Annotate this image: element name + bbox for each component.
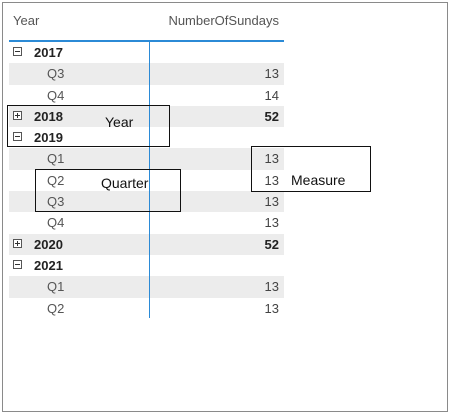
quarter-label: Q2 bbox=[47, 300, 65, 316]
collapse-minus-icon[interactable] bbox=[13, 47, 22, 56]
year-annotation-label: Year bbox=[105, 114, 134, 130]
quarter-label: Q4 bbox=[47, 215, 65, 231]
quarter-annotation-box: Quarter bbox=[35, 169, 181, 212]
year-row[interactable]: 2021 bbox=[9, 255, 284, 276]
matrix-visual: Year NumberOfSundays 2017 Q3 13 Q4 14 2018 52 2… bbox=[9, 8, 284, 319]
measure-annotation-label: Measure bbox=[291, 172, 346, 188]
number-of-sundays-value: 52 bbox=[264, 236, 279, 252]
collapse-minus-icon[interactable] bbox=[13, 259, 22, 269]
quarter-row[interactable]: Q2 13 bbox=[9, 298, 284, 319]
quarter-row[interactable]: Q2 13 bbox=[9, 170, 284, 191]
collapse-minus-icon[interactable] bbox=[13, 132, 22, 142]
year-row[interactable]: 2020 52 bbox=[9, 233, 284, 255]
measure-annotation-box: Measure bbox=[251, 146, 371, 192]
quarter-label: Q3 bbox=[47, 194, 65, 210]
number-of-sundays-value: 14 bbox=[264, 87, 279, 103]
column-resize-handle[interactable] bbox=[149, 40, 150, 318]
quarter-label: Q3 bbox=[47, 66, 65, 82]
matrix-body: 2017 Q3 13 Q4 14 2018 52 2019 Q1 13 Q2 13 Q3 13 Q4 13 20… bbox=[9, 42, 284, 319]
quarter-row[interactable]: Q1 13 bbox=[9, 276, 284, 298]
quarter-row[interactable]: Q1 13 bbox=[9, 148, 284, 170]
quarter-row[interactable]: Q3 13 bbox=[9, 191, 284, 213]
quarter-annotation-label: Quarter bbox=[101, 175, 149, 191]
year-label: 2021 bbox=[34, 257, 63, 273]
number-of-sundays-value: 13 bbox=[264, 172, 279, 188]
number-of-sundays-value: 13 bbox=[264, 194, 279, 210]
number-of-sundays-value: 13 bbox=[264, 151, 279, 167]
year-label: 2019 bbox=[34, 130, 63, 146]
column-header-number-of-sundays[interactable]: NumberOfSundays bbox=[168, 13, 279, 28]
number-of-sundays-value: 52 bbox=[264, 108, 279, 124]
number-of-sundays-value: 13 bbox=[264, 300, 279, 316]
quarter-label: Q4 bbox=[47, 87, 65, 103]
year-label: 2018 bbox=[34, 108, 63, 124]
year-row[interactable]: 2019 bbox=[9, 127, 284, 148]
column-header-year[interactable]: Year bbox=[13, 13, 40, 28]
number-of-sundays-value: 13 bbox=[264, 279, 279, 295]
year-label: 2017 bbox=[34, 45, 63, 60]
quarter-label: Q1 bbox=[47, 279, 65, 295]
quarter-row[interactable]: Q4 14 bbox=[9, 85, 284, 106]
year-row[interactable]: 2018 52 bbox=[9, 105, 284, 128]
year-row[interactable]: 2017 bbox=[9, 42, 284, 63]
quarter-row[interactable]: Q3 13 bbox=[9, 63, 284, 85]
expand-plus-icon[interactable] bbox=[13, 238, 22, 248]
number-of-sundays-value: 13 bbox=[264, 215, 279, 231]
year-annotation-box: Year bbox=[7, 105, 170, 147]
matrix-header: Year NumberOfSundays bbox=[9, 8, 284, 42]
quarter-label: Q2 bbox=[47, 172, 65, 188]
quarter-label: Q1 bbox=[47, 151, 65, 167]
expand-plus-icon[interactable] bbox=[13, 110, 22, 120]
year-label: 2020 bbox=[34, 236, 63, 252]
number-of-sundays-value: 13 bbox=[264, 66, 279, 82]
quarter-row[interactable]: Q4 13 bbox=[9, 212, 284, 233]
